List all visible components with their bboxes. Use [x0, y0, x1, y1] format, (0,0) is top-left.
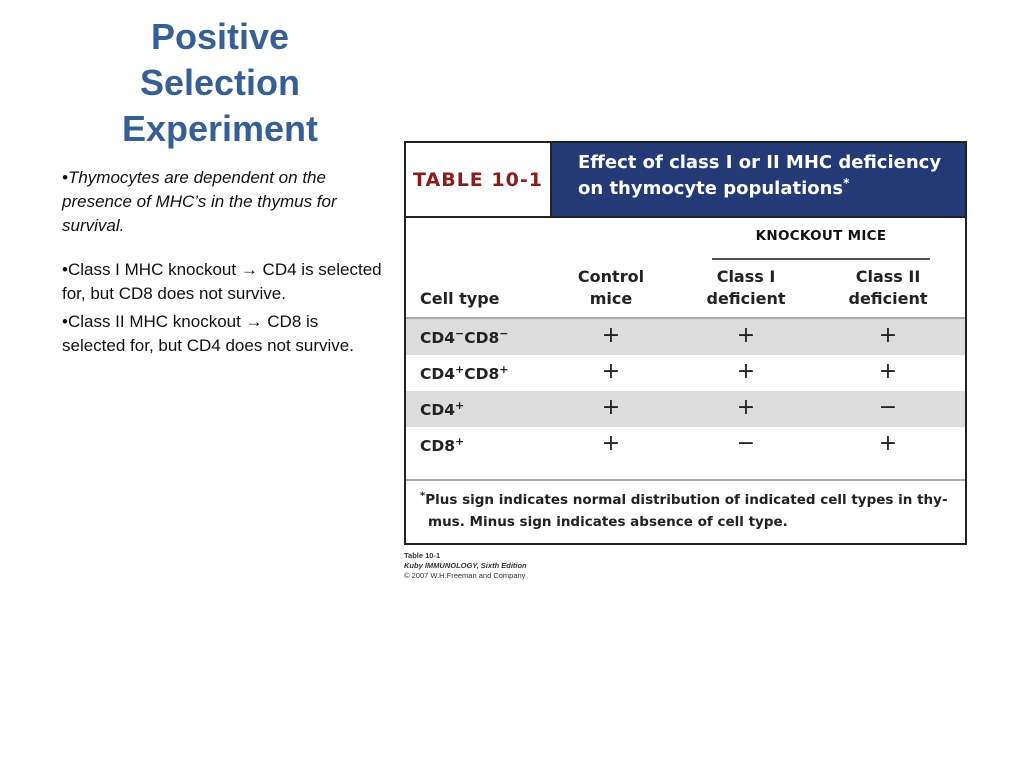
- table-caption: Effect of class I or II MHC deficiency o…: [552, 143, 965, 216]
- col-header-class2-l1: Class II: [855, 267, 921, 286]
- title-line-3: Experiment: [121, 108, 319, 149]
- credit-line-3: © 2007 W.H.Freeman and Company: [404, 571, 526, 580]
- footnote-rule: [406, 479, 965, 481]
- caption-line-2: on thymocyte populations: [578, 178, 844, 199]
- table-row: CD4+CD8+ + + +: [406, 355, 965, 391]
- col-header-cell-type: Cell type: [420, 289, 500, 308]
- col-header-control-l1: Control: [577, 267, 645, 286]
- cell-type-label: CD4+CD8+: [420, 363, 509, 384]
- bullet-item-2: •Class I MHC knockout → CD4 is selected …: [62, 260, 382, 303]
- class1-mark: +: [736, 323, 756, 348]
- class2-mark: +: [878, 323, 898, 348]
- bullet-list: •Thymocytes are dependent on the presenc…: [62, 166, 382, 378]
- class2-mark: +: [878, 431, 898, 456]
- footnote-line-2: mus. Minus sign indicates absence of cel…: [428, 514, 788, 530]
- header-rule: [406, 317, 965, 319]
- col-header-class1-l1: Class I: [716, 267, 776, 286]
- table-row: CD4−CD8− + + +: [406, 319, 965, 355]
- credit-line-2: Kuby IMMUNOLOGY, Sixth Edition: [404, 561, 527, 570]
- col-header-class1: Class I deficient: [696, 266, 796, 310]
- table-header: TABLE 10-1 Effect of class I or II MHC d…: [406, 143, 965, 218]
- cell-type-label: CD4+: [420, 399, 465, 420]
- knockout-divider: [712, 258, 930, 260]
- table-row: CD4+ + + −: [406, 391, 965, 427]
- slide-title: Positive Selection Experiment: [90, 14, 350, 152]
- control-mark: +: [601, 395, 621, 420]
- class2-mark: −: [878, 395, 898, 420]
- col-header-control-l2: mice: [589, 289, 633, 308]
- title-line-1: Positive: [150, 16, 290, 57]
- col-header-class2-l2: deficient: [848, 289, 928, 308]
- table-footnote: *Plus sign indicates normal distribution…: [420, 489, 950, 533]
- knockout-group-header: KNOCKOUT MICE: [755, 228, 887, 244]
- bullet-item-1: •Thymocytes are dependent on the presenc…: [62, 168, 337, 235]
- bullet-item-3: •Class II MHC knockout → CD8 is selected…: [62, 312, 354, 355]
- control-mark: +: [601, 431, 621, 456]
- footnote-line-1: Plus sign indicates normal distribution …: [425, 492, 948, 508]
- title-line-2: Selection: [139, 62, 301, 103]
- caption-line-1: Effect of class I or II MHC deficiency: [578, 152, 942, 173]
- class1-mark: −: [736, 431, 756, 456]
- class1-mark: +: [736, 395, 756, 420]
- footnote-mark: *: [420, 490, 426, 502]
- col-header-control: Control mice: [566, 266, 656, 310]
- caption-footnote-mark: *: [843, 176, 850, 190]
- class1-mark: +: [736, 359, 756, 384]
- col-header-class1-l2: deficient: [706, 289, 786, 308]
- control-mark: +: [601, 323, 621, 348]
- figure-credit: Table 10-1 Kuby IMMUNOLOGY, Sixth Editio…: [404, 551, 527, 581]
- table-figure: TABLE 10-1 Effect of class I or II MHC d…: [404, 141, 967, 545]
- table-row: CD8+ + − +: [406, 427, 965, 463]
- credit-line-1: Table 10-1: [404, 551, 441, 560]
- class2-mark: +: [878, 359, 898, 384]
- col-header-class2: Class II deficient: [838, 266, 938, 310]
- control-mark: +: [601, 359, 621, 384]
- cell-type-label: CD8+: [420, 435, 465, 456]
- table-label: TABLE 10-1: [406, 143, 552, 216]
- cell-type-label: CD4−CD8−: [420, 327, 509, 348]
